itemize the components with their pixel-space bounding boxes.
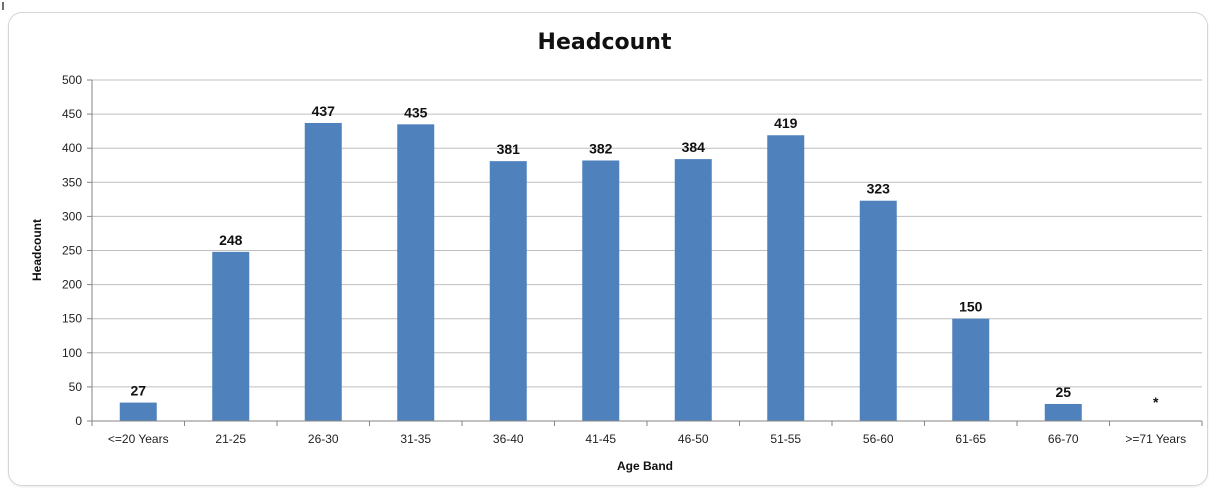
bar <box>119 402 157 421</box>
data-label: 435 <box>404 104 428 120</box>
data-label: 248 <box>219 232 243 248</box>
data-label: 27 <box>130 383 146 399</box>
y-tick-label: 50 <box>69 380 83 394</box>
x-tick-label: 26-30 <box>308 432 339 446</box>
data-label: 25 <box>1055 384 1071 400</box>
corner-mark <box>2 2 4 10</box>
x-tick-label: 61-65 <box>955 432 986 446</box>
x-tick-label: 66-70 <box>1048 432 1079 446</box>
x-tick-label: <=20 Years <box>108 432 169 446</box>
y-tick-label: 0 <box>75 414 82 428</box>
y-tick-label: 450 <box>62 107 82 121</box>
bar <box>212 251 250 421</box>
y-tick-label: 300 <box>62 209 82 223</box>
data-label: 150 <box>959 299 983 315</box>
y-tick-label: 350 <box>62 175 82 189</box>
bar <box>674 159 712 421</box>
data-label: 384 <box>682 139 706 155</box>
y-tick-label: 400 <box>62 141 82 155</box>
y-tick-label: 500 <box>62 73 82 87</box>
x-tick-label: 21-25 <box>215 432 246 446</box>
chart-title: Headcount <box>537 30 672 55</box>
x-tick-label: 31-35 <box>400 432 431 446</box>
y-tick-label: 100 <box>62 346 82 360</box>
data-label: * <box>1153 394 1159 410</box>
data-label: 382 <box>589 140 613 156</box>
bar <box>952 318 990 421</box>
x-axis-title: Age Band <box>616 459 674 473</box>
x-tick-label: 46-50 <box>678 432 709 446</box>
x-tick-label: 36-40 <box>493 432 524 446</box>
bar <box>767 135 805 421</box>
bar <box>582 160 620 421</box>
y-tick-label: 200 <box>62 278 82 292</box>
data-label: 323 <box>867 181 891 197</box>
x-tick-label: 41-45 <box>585 432 616 446</box>
data-label: 437 <box>312 103 336 119</box>
y-tick-label: 150 <box>62 312 82 326</box>
x-tick-label: >=71 Years <box>1125 432 1186 446</box>
bar <box>1044 403 1082 421</box>
bar <box>304 122 342 421</box>
bar <box>397 124 435 421</box>
bar <box>859 200 897 421</box>
data-label: 381 <box>497 141 521 157</box>
x-tick-label: 51-55 <box>770 432 801 446</box>
y-tick-label: 250 <box>62 244 82 258</box>
bar <box>489 161 527 421</box>
data-label: 419 <box>774 115 798 131</box>
x-tick-label: 56-60 <box>863 432 894 446</box>
